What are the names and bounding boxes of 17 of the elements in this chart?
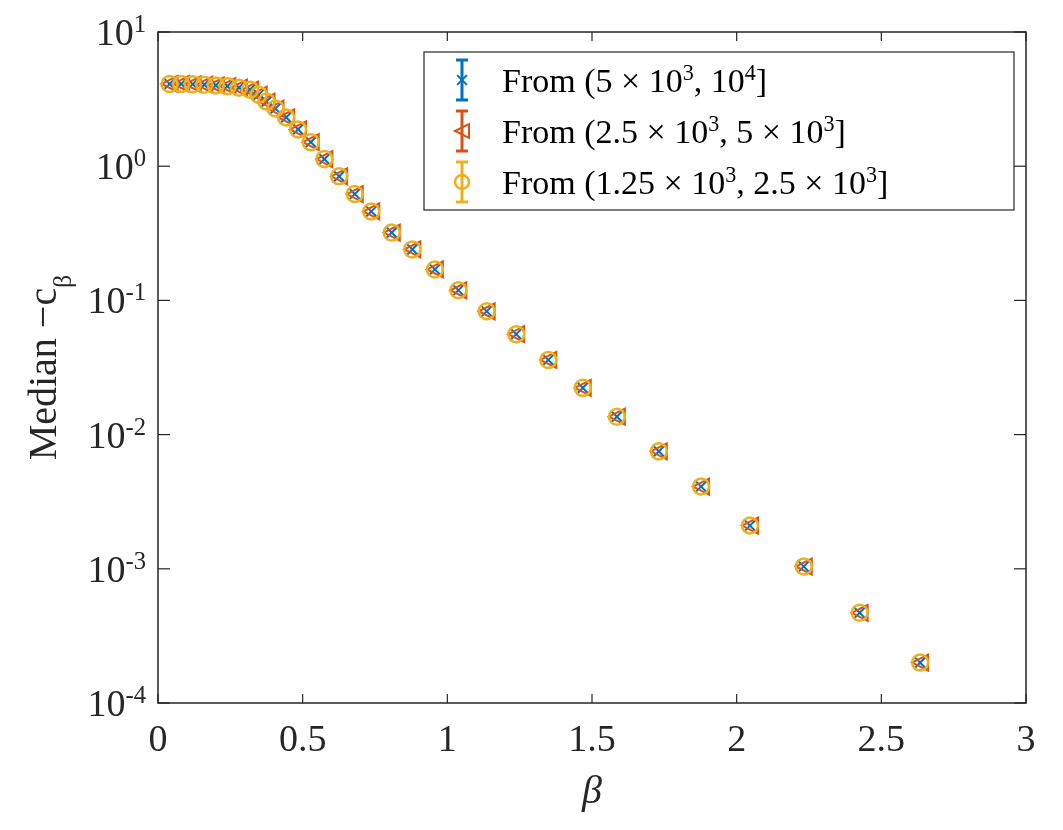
y-tick-label: 10$^{-1}$ bbox=[87, 277, 146, 322]
x-tick-label: 1.5 bbox=[568, 717, 616, 759]
y-tick-label: 10$^{-4}$ bbox=[87, 680, 146, 724]
x-tick-label: 2 bbox=[727, 717, 747, 759]
y-tick-label: 10$^{0}$ bbox=[95, 143, 146, 188]
x-tick-label: 0 bbox=[148, 717, 168, 759]
x-tick-label: 0.5 bbox=[278, 717, 327, 759]
x-tick-label: 3 bbox=[1016, 717, 1036, 759]
y-tick-label: 10$^{-3}$ bbox=[87, 546, 146, 590]
y-tick-label: 10$^{-2}$ bbox=[87, 412, 146, 456]
legend-label: From (1.25 × 10$^{3}$, 2.5 × 10$^{3}$] bbox=[502, 161, 889, 202]
legend-label: From (5 × 10$^{3}$, 10$^{4}$] bbox=[502, 59, 768, 100]
x-tick-label: 1 bbox=[437, 717, 457, 759]
legend-label: From (2.5 × 10$^{3}$, 5 × 10$^{3}$] bbox=[502, 110, 846, 151]
y-tick-label: 10$^{1}$ bbox=[95, 9, 146, 53]
x-tick-label: 2.5 bbox=[857, 717, 906, 759]
x-axis-title: β bbox=[581, 767, 603, 812]
